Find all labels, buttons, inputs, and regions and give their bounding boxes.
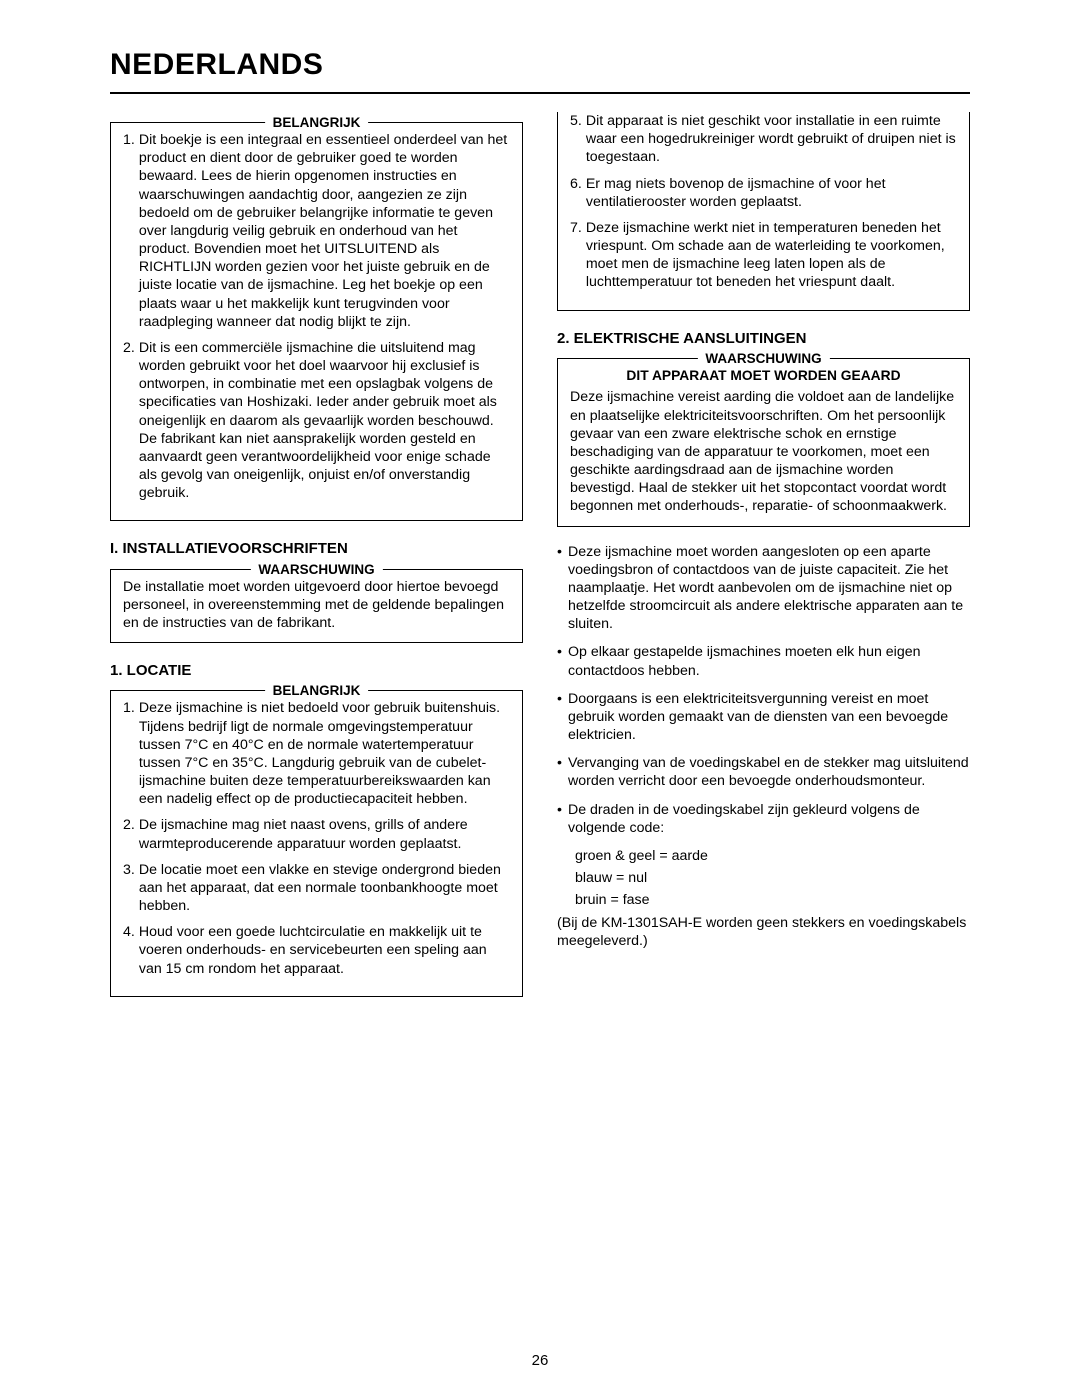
item-number: 7. xyxy=(570,219,586,292)
box-title: WAARSCHUWING xyxy=(697,350,829,367)
item-number: 2. xyxy=(123,339,139,503)
box-subtitle: DIT APPARAAT MOET WORDEN GEAARD xyxy=(570,367,957,385)
item-number: 1. xyxy=(123,131,139,331)
bullet-text: Op elkaar gestapelde ijsmachines moeten … xyxy=(568,643,970,679)
item-text: Deze ijsmachine werkt niet in temperatur… xyxy=(586,219,957,292)
wire-code-line: blauw = nul xyxy=(575,869,970,887)
box-title: WAARSCHUWING xyxy=(250,561,382,578)
item-number: 4. xyxy=(123,923,139,978)
bullet-text: Deze ijsmachine moet worden aangesloten … xyxy=(568,543,970,634)
bullet-item: • Vervanging van de voedingskabel en de … xyxy=(557,754,970,790)
list-item: 1. Deze ijsmachine is niet bedoeld voor … xyxy=(123,699,510,808)
bullet-icon: • xyxy=(557,543,568,634)
warning-box-2: WAARSCHUWING DIT APPARAAT MOET WORDEN GE… xyxy=(557,358,970,527)
bullet-icon: • xyxy=(557,690,568,745)
item-number: 1. xyxy=(123,699,139,808)
list-item: 2. De ijsmachine mag niet naast ovens, g… xyxy=(123,816,510,852)
item-text: Dit apparaat is niet geschikt voor insta… xyxy=(586,112,957,167)
two-column-layout: BELANGRIJK 1. Dit boekje is een integraa… xyxy=(110,112,970,1013)
list-item: 1. Dit boekje is een integraal en essent… xyxy=(123,131,510,331)
item-number: 6. xyxy=(570,175,586,211)
section-heading: I. INSTALLATIEVOORSCHRIFTEN xyxy=(110,539,523,558)
important-box-2: BELANGRIJK 1. Deze ijsmachine is niet be… xyxy=(110,690,523,996)
bullet-item: • Doorgaans is een elektriciteitsvergunn… xyxy=(557,690,970,745)
bullet-icon: • xyxy=(557,643,568,679)
page-title: NEDERLANDS xyxy=(110,48,970,82)
item-text: Houd voor een goede luchtcirculatie en m… xyxy=(139,923,510,978)
item-text: Er mag niets bovenop de ijsmachine of vo… xyxy=(586,175,957,211)
item-text: Dit is een commerciële ijsmachine die ui… xyxy=(139,339,510,503)
bullet-text: De draden in de voedingskabel zijn gekle… xyxy=(568,801,970,837)
item-text: De locatie moet een vlakke en stevige on… xyxy=(139,861,510,916)
list-item: 6. Er mag niets bovenop de ijsmachine of… xyxy=(570,175,957,211)
bullet-text: Doorgaans is een elektriciteitsvergunnin… xyxy=(568,690,970,745)
list-item: 2. Dit is een commerciële ijsmachine die… xyxy=(123,339,510,503)
important-box-1: BELANGRIJK 1. Dit boekje is een integraa… xyxy=(110,122,523,521)
title-rule xyxy=(110,92,970,94)
item-number: 3. xyxy=(123,861,139,916)
box-title: BELANGRIJK xyxy=(265,114,369,131)
box-text: De installatie moet worden uitgevoerd do… xyxy=(123,578,510,633)
box-title: BELANGRIJK xyxy=(265,682,369,699)
left-column: BELANGRIJK 1. Dit boekje is een integraa… xyxy=(110,112,523,1013)
item-number: 5. xyxy=(570,112,586,167)
item-number: 2. xyxy=(123,816,139,852)
bullet-item: • De draden in de voedingskabel zijn gek… xyxy=(557,801,970,837)
item-text: De ijsmachine mag niet naast ovens, gril… xyxy=(139,816,510,852)
bullet-icon: • xyxy=(557,801,568,837)
page-number: 26 xyxy=(0,1352,1080,1369)
list-item: 7. Deze ijsmachine werkt niet in tempera… xyxy=(570,219,957,292)
wire-code-line: bruin = fase xyxy=(575,891,970,909)
list-item: 4. Houd voor een goede luchtcirculatie e… xyxy=(123,923,510,978)
warning-box-1: WAARSCHUWING De installatie moet worden … xyxy=(110,569,523,644)
bullet-item: • Deze ijsmachine moet worden aangeslote… xyxy=(557,543,970,634)
right-column: 5. Dit apparaat is niet geschikt voor in… xyxy=(557,112,970,1013)
item-text: Deze ijsmachine is niet bedoeld voor geb… xyxy=(139,699,510,808)
document-page: NEDERLANDS BELANGRIJK 1. Dit boekje is e… xyxy=(0,0,1080,1397)
bullet-item: • Op elkaar gestapelde ijsmachines moete… xyxy=(557,643,970,679)
list-item: 3. De locatie moet een vlakke en stevige… xyxy=(123,861,510,916)
box-text: Deze ijsmachine vereist aarding die vold… xyxy=(570,388,957,515)
list-item: 5. Dit apparaat is niet geschikt voor in… xyxy=(570,112,957,167)
bullet-icon: • xyxy=(557,754,568,790)
item-text: Dit boekje is een integraal en essentiee… xyxy=(139,131,510,331)
important-box-continued: 5. Dit apparaat is niet geschikt voor in… xyxy=(557,112,970,311)
bullet-text: Vervanging van de voedingskabel en de st… xyxy=(568,754,970,790)
subsection-heading: 1. LOCATIE xyxy=(110,661,523,680)
wire-code-line: groen & geel = aarde xyxy=(575,847,970,865)
trailing-note: (Bij de KM-1301SAH-E worden geen stekker… xyxy=(557,914,970,950)
subsection-heading: 2. ELEKTRISCHE AANSLUITINGEN xyxy=(557,329,970,348)
